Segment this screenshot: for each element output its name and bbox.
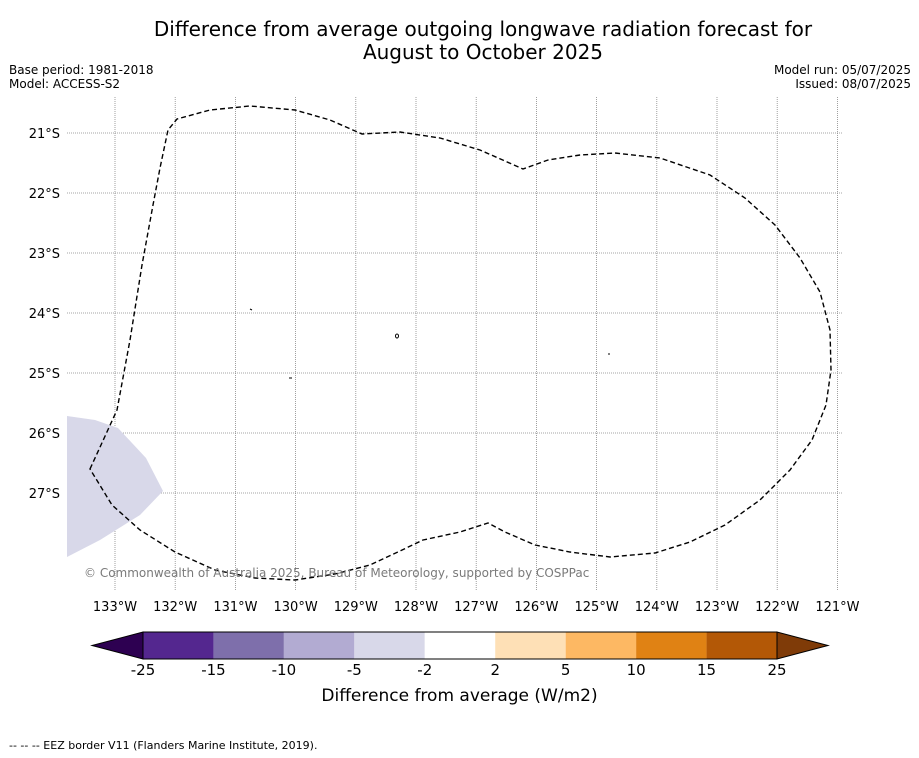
model-run-text: Model run: 05/07/2025	[773, 63, 911, 77]
colorbar-bin	[354, 632, 425, 659]
colorbar-bin	[424, 632, 496, 659]
island-1	[249, 308, 253, 311]
gridlines	[67, 97, 843, 590]
lon-label: 125°W	[575, 600, 619, 615]
chart-title: Difference from average outgoing longwav…	[0, 18, 919, 64]
lat-label: 21°S	[29, 127, 60, 142]
colorbar-bin	[283, 632, 355, 659]
colorbar-bin	[143, 632, 214, 659]
colorbar-tick-label: 2	[490, 661, 500, 679]
colorbar-bin	[706, 632, 777, 659]
latitude-labels: 21°S 22°S 23°S 24°S 25°S 26°S 27°S	[29, 127, 60, 502]
issued-text: Issued: 08/07/2025	[795, 77, 911, 91]
eez-border	[89, 105, 832, 581]
meta-left: Base period: 1981-2018 Model: ACCESS-S2	[9, 63, 154, 91]
lat-label: 26°S	[29, 427, 60, 442]
colorbar-tick-label: -25	[130, 661, 156, 679]
island-2	[395, 333, 399, 339]
colorbar-frame	[142, 631, 778, 660]
colorbar-bin	[213, 632, 284, 659]
lon-label: 132°W	[153, 600, 197, 615]
islands	[249, 308, 610, 379]
footnote: -- -- -- EEZ border V11 (Flanders Marine…	[9, 739, 318, 752]
colorbar-tick-label: 25	[767, 661, 787, 679]
lon-label: 126°W	[514, 600, 558, 615]
colorbar-tick-label: 10	[626, 661, 646, 679]
lon-label: 133°W	[93, 600, 137, 615]
colorbar-tick-label: 5	[560, 661, 571, 679]
colorbar-tick-label: 15	[697, 661, 717, 679]
lon-label: 131°W	[213, 600, 257, 615]
lon-label: 128°W	[394, 600, 438, 615]
colorbar	[90, 631, 830, 660]
colorbar-label: Difference from average (W/m2)	[321, 686, 598, 706]
colorbar-tick-label: -15	[201, 661, 226, 679]
colorbar-bin	[565, 632, 637, 659]
colorbar-extend-low	[90, 631, 144, 660]
lon-label: 130°W	[274, 600, 318, 615]
longitude-labels: 133°W 132°W 131°W 130°W 129°W 128°W 127°W 126°W…	[93, 600, 860, 615]
lat-label: 22°S	[29, 187, 60, 202]
copyright-text: © Commonwealth of Australia 2025, Bureau…	[84, 566, 589, 580]
lat-label: 25°S	[29, 367, 60, 382]
lon-label: 127°W	[454, 600, 498, 615]
lat-label: 27°S	[29, 487, 60, 502]
meta-right: Model run: 05/07/2025 Issued: 08/07/2025	[774, 63, 911, 91]
colorbar-bin	[495, 632, 566, 659]
colorbar-tick-label: -5	[346, 661, 362, 679]
colorbar-tick-label: -2	[417, 661, 433, 679]
model-text: Model: ACCESS-S2	[9, 77, 121, 91]
lat-label: 23°S	[29, 247, 60, 262]
lon-label: 122°W	[755, 600, 799, 615]
lon-label: 121°W	[815, 600, 859, 615]
lat-label: 24°S	[29, 307, 60, 322]
colorbar-bin	[636, 632, 707, 659]
colorbar-extend-high	[776, 631, 830, 660]
lon-label: 123°W	[695, 600, 739, 615]
title-line-2: August to October 2025	[362, 40, 604, 64]
base-period-text: Base period: 1981-2018	[9, 63, 154, 77]
title-line-1: Difference from average outgoing longwav…	[153, 17, 813, 41]
colorbar-tick-label: -10	[271, 661, 297, 679]
anomaly-region	[67, 416, 163, 557]
lon-label: 129°W	[334, 600, 378, 615]
lon-label: 124°W	[635, 600, 679, 615]
